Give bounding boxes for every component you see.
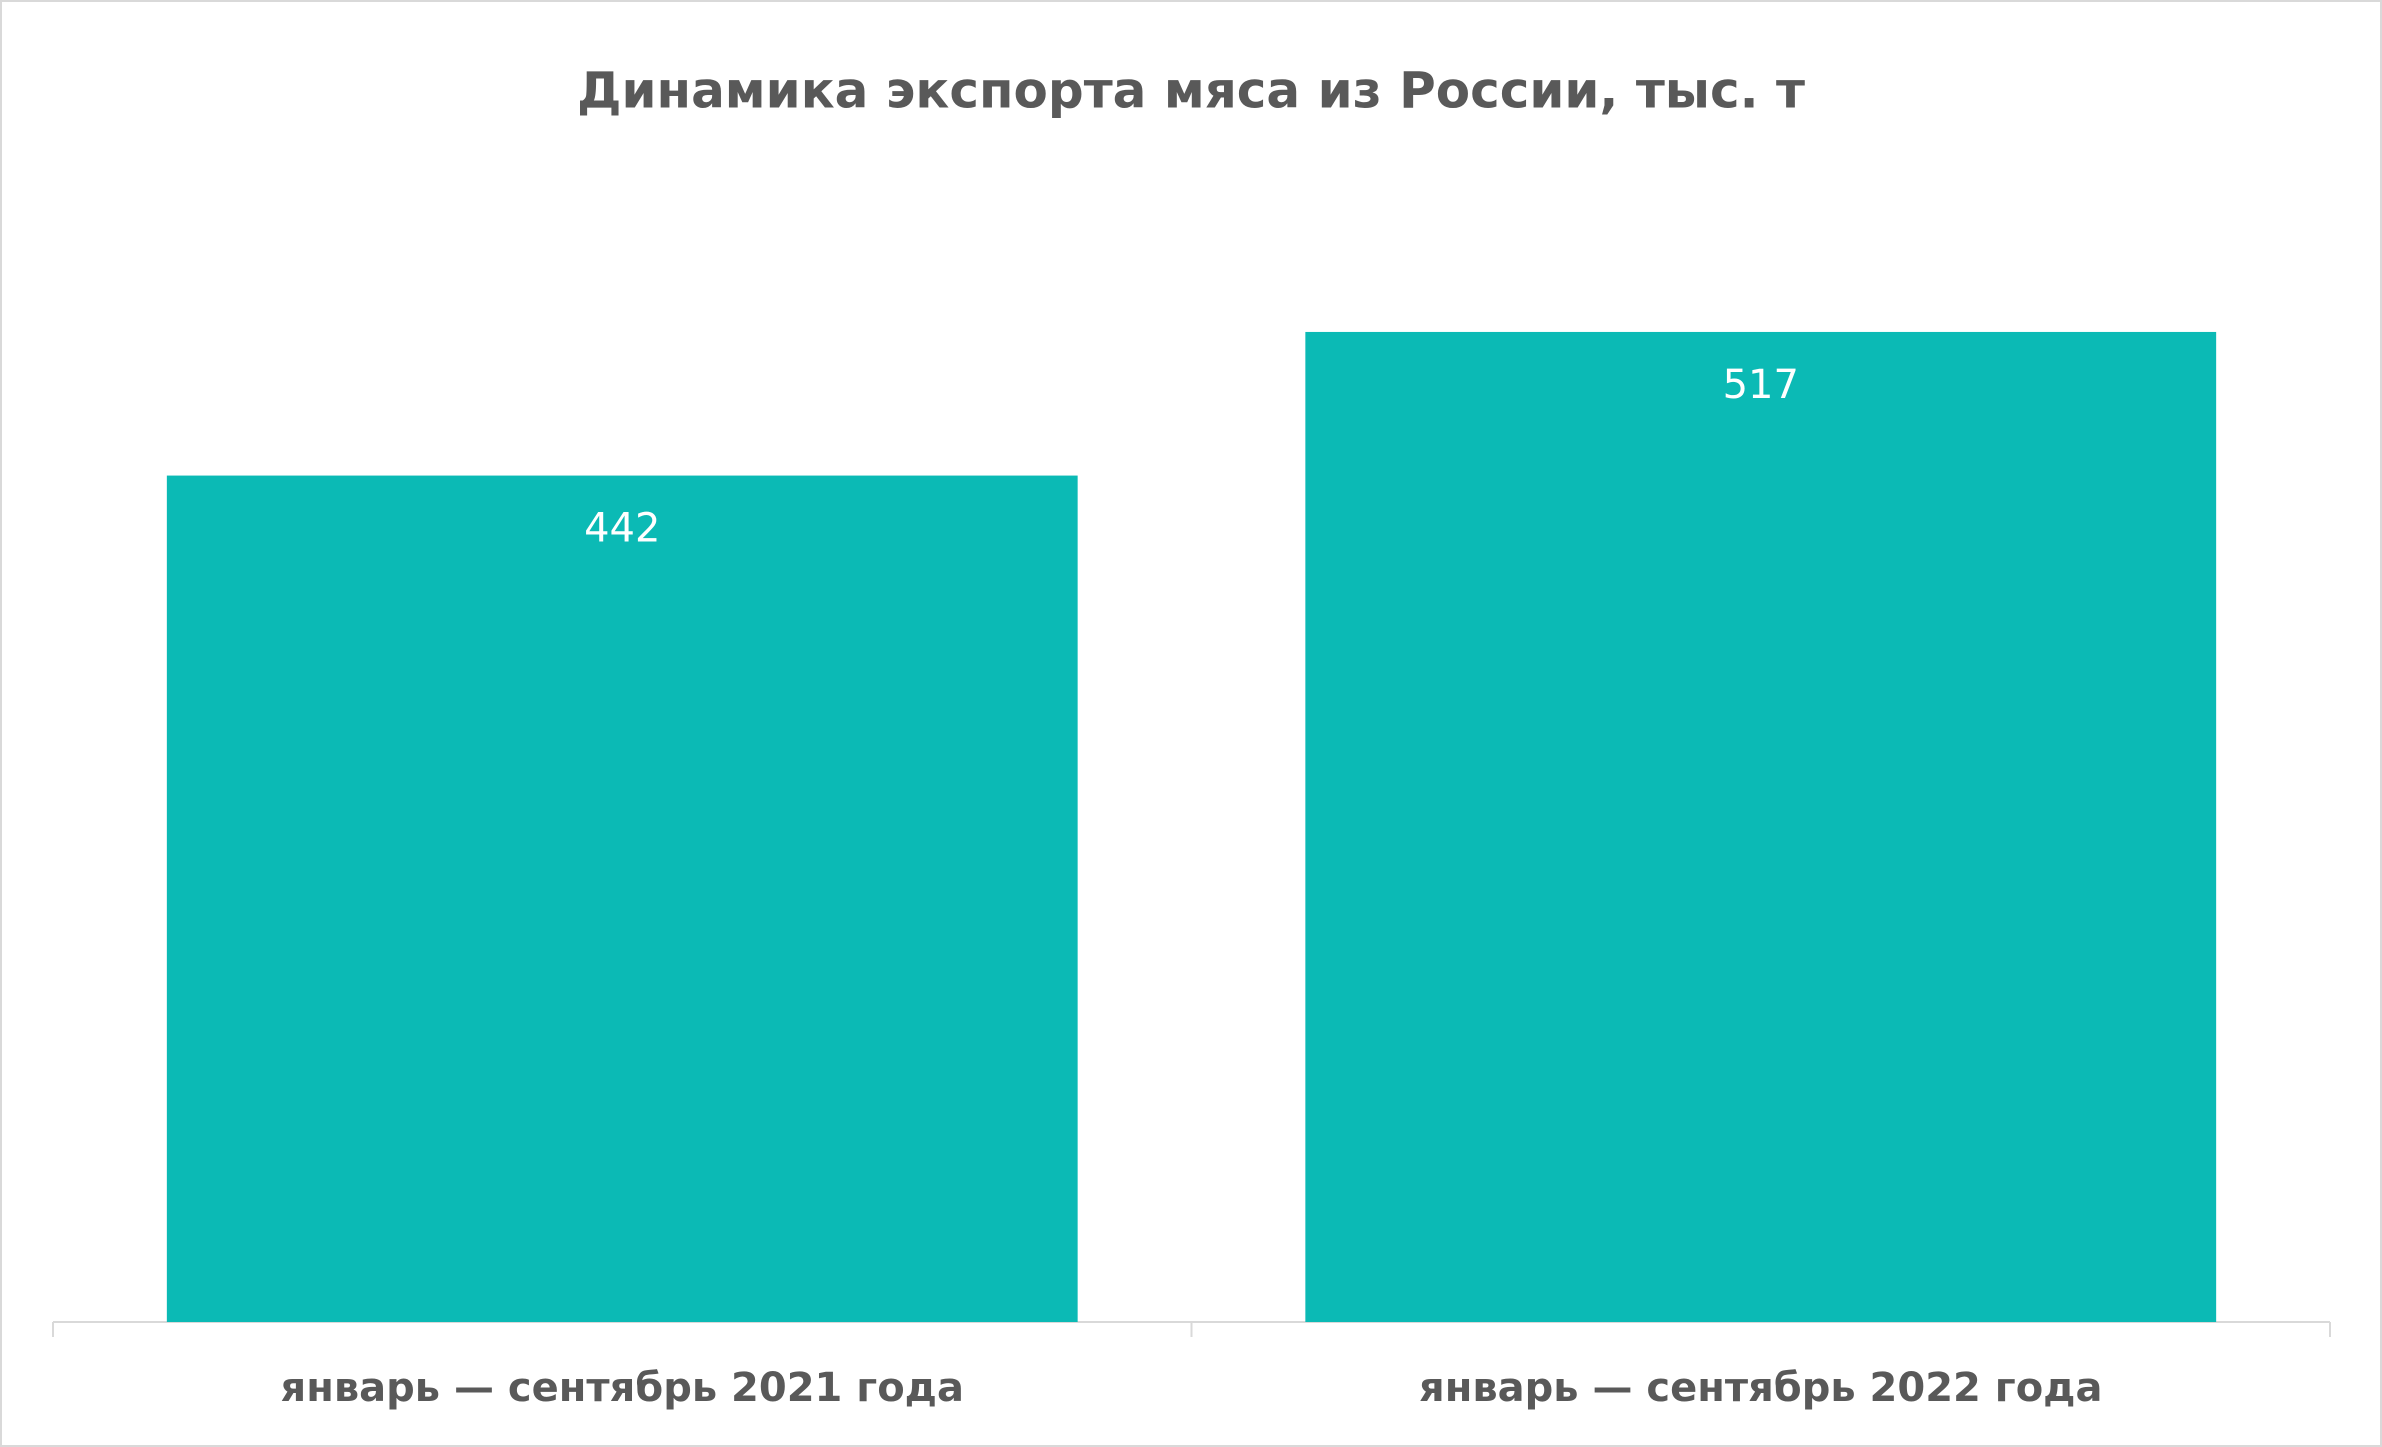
bar [1305, 331, 2217, 1322]
data-label: 442 [584, 506, 660, 552]
bar [166, 475, 1078, 1322]
x-tick-label: январь — сентябрь 2022 года [1419, 1365, 2102, 1411]
chart-title: Динамика экспорта мяса из России, тыс. т [577, 62, 1805, 120]
x-tick-label: январь — сентябрь 2021 года [281, 1365, 964, 1411]
data-label: 517 [1723, 362, 1799, 408]
